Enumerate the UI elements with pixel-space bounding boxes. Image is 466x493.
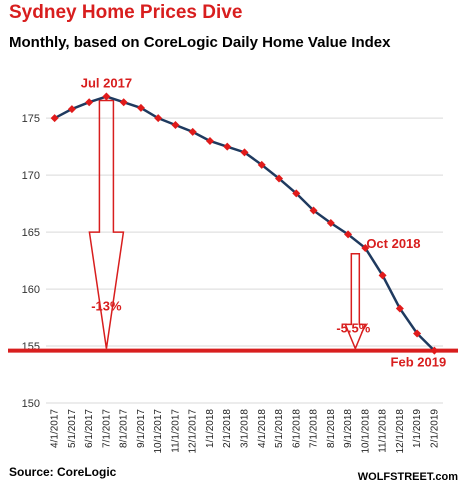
data-point [326, 218, 335, 227]
data-point [309, 206, 318, 215]
y-tick-label: 170 [22, 170, 40, 182]
x-tick-label: 5/1/2017 [67, 409, 78, 448]
data-point [188, 127, 197, 136]
data-point [154, 114, 163, 123]
data-point [136, 103, 145, 112]
decline-arrow-oct [344, 253, 367, 351]
x-tick-label: 1/1/2018 [205, 409, 216, 448]
data-points [50, 92, 439, 355]
data-point [67, 105, 76, 114]
data-point [240, 148, 249, 157]
x-tick-label: 11/1/2018 [378, 409, 389, 453]
data-point [102, 92, 111, 101]
data-point [275, 174, 284, 183]
annotation-peak-change: -13% [91, 299, 122, 314]
x-tick-label: 7/1/2018 [309, 409, 320, 448]
chart-title: Sydney Home Prices Dive [9, 2, 243, 23]
annotation-oct-label: Oct 2018 [366, 236, 420, 251]
gridlines [46, 117, 443, 404]
x-tick-label: 12/1/2018 [395, 409, 406, 454]
annotation-end-label: Feb 2019 [391, 355, 447, 370]
data-point [205, 136, 214, 145]
x-axis-ticks: 4/1/2017 5/1/2017 6/1/2017 7/1/2017 8/1/2017… [50, 409, 441, 454]
x-tick-label: 4/1/2018 [257, 409, 268, 448]
data-point [257, 160, 266, 169]
x-tick-label: 7/1/2017 [101, 409, 112, 448]
annotation-peak-label: Jul 2017 [81, 76, 132, 91]
x-tick-label: 8/1/2018 [326, 409, 337, 448]
x-tick-label: 6/1/2018 [291, 409, 302, 448]
x-tick-label: 12/1/2017 [188, 409, 199, 454]
data-point [430, 346, 439, 355]
data-point [344, 230, 353, 239]
x-tick-label: 11/1/2017 [170, 409, 181, 453]
brand-mark: WOLFSTREET.com [357, 471, 458, 483]
y-tick-label: 175 [22, 113, 40, 125]
data-point [361, 244, 370, 253]
x-tick-label: 9/1/2018 [343, 409, 354, 448]
x-tick-label: 2/1/2019 [429, 409, 440, 448]
x-tick-label: 8/1/2017 [119, 409, 130, 448]
x-tick-label: 3/1/2018 [240, 409, 251, 448]
annotation-oct-change: -5.5% [336, 320, 370, 335]
x-tick-label: 9/1/2017 [136, 409, 147, 448]
x-tick-label: 10/1/2017 [153, 409, 164, 454]
decline-arrows [88, 99, 367, 351]
data-point [119, 98, 128, 107]
y-tick-label: 160 [22, 284, 40, 296]
x-tick-label: 6/1/2017 [84, 409, 95, 448]
source-note: Source: CoreLogic [9, 465, 117, 479]
data-point [378, 271, 387, 280]
x-tick-label: 10/1/2018 [360, 409, 371, 454]
x-tick-label: 2/1/2018 [222, 409, 233, 448]
data-point [50, 114, 59, 123]
decline-arrow-peak [88, 99, 125, 349]
x-tick-label: 5/1/2018 [274, 409, 285, 448]
data-point [85, 98, 94, 107]
x-tick-label: 1/1/2019 [412, 409, 423, 448]
data-point [292, 189, 301, 198]
y-tick-label: 150 [22, 398, 40, 410]
x-tick-label: 4/1/2017 [50, 409, 61, 448]
data-point [413, 329, 422, 338]
chart-subtitle: Monthly, based on CoreLogic Daily Home V… [9, 34, 391, 51]
data-point [171, 121, 180, 130]
data-point [223, 142, 232, 151]
y-tick-label: 165 [22, 227, 40, 239]
data-point [395, 304, 404, 313]
